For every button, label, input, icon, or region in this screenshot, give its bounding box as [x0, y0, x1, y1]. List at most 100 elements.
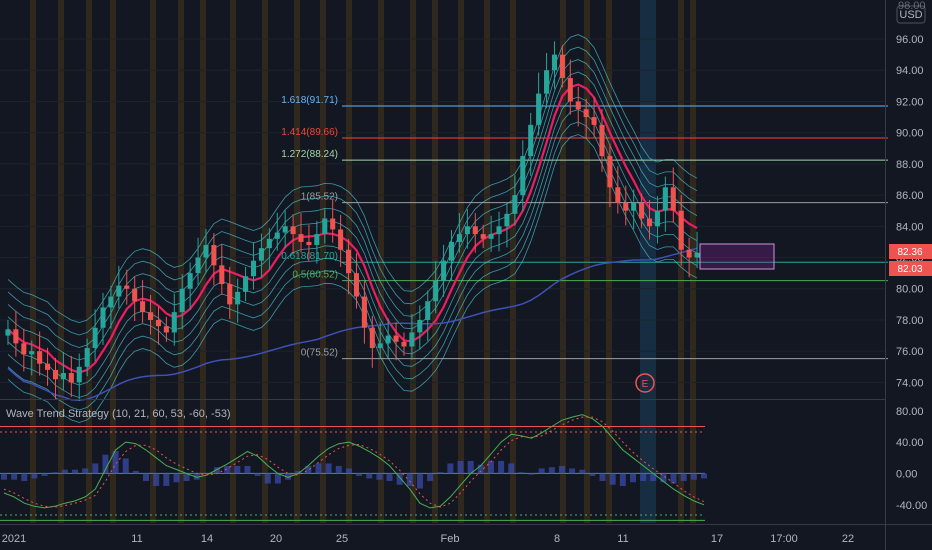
candle-body[interactable]	[282, 226, 288, 233]
candle-body[interactable]	[100, 307, 106, 328]
candle-body[interactable]	[686, 249, 692, 258]
event-marker[interactable]	[635, 373, 655, 393]
candle-body[interactable]	[147, 312, 154, 320]
osc-tick-label: 80.00	[896, 406, 924, 418]
candle-body[interactable]	[76, 366, 82, 383]
candle-body[interactable]	[353, 273, 359, 297]
candle-body[interactable]	[591, 117, 597, 125]
candle-body[interactable]	[322, 218, 328, 235]
candle-body[interactable]	[211, 245, 217, 266]
candle-body[interactable]	[52, 369, 59, 380]
osc-histogram-bar	[670, 473, 677, 484]
candle-body[interactable]	[464, 226, 470, 235]
candle-body[interactable]	[607, 156, 613, 188]
candle-body[interactable]	[250, 260, 257, 277]
candle-body[interactable]	[583, 109, 589, 118]
candle-body[interactable]	[536, 93, 542, 125]
candle-body[interactable]	[60, 373, 66, 380]
candle-body[interactable]	[37, 351, 43, 364]
candle-body[interactable]	[108, 296, 114, 308]
candle-body[interactable]	[456, 234, 462, 242]
candle-body[interactable]	[163, 326, 169, 333]
candle-body[interactable]	[417, 319, 423, 333]
candle-body[interactable]	[187, 273, 193, 289]
candle-body[interactable]	[330, 218, 336, 230]
candle-body[interactable]	[631, 202, 637, 211]
candle-body[interactable]	[124, 285, 130, 289]
candle-body[interactable]	[140, 301, 146, 313]
candle-body[interactable]	[274, 232, 280, 239]
candle-body[interactable]	[678, 210, 684, 250]
candle-body[interactable]	[195, 257, 201, 274]
candle-body[interactable]	[29, 351, 35, 355]
candle-body[interactable]	[623, 202, 629, 211]
candle-body[interactable]	[132, 288, 138, 302]
candle-body[interactable]	[496, 226, 502, 235]
candle-body[interactable]	[472, 226, 478, 235]
candle-body[interactable]	[520, 156, 526, 196]
osc-histogram-bar	[325, 463, 332, 474]
candle-body[interactable]	[203, 245, 209, 258]
candle-body[interactable]	[401, 341, 407, 347]
candle-body[interactable]	[512, 195, 518, 214]
candle-body[interactable]	[171, 312, 177, 333]
candle-body[interactable]	[639, 202, 645, 219]
candle-body[interactable]	[488, 234, 494, 239]
candle-body[interactable]	[338, 229, 344, 250]
candle-body[interactable]	[290, 226, 296, 235]
candle-body[interactable]	[21, 343, 27, 355]
candle-body[interactable]	[551, 54, 558, 71]
candle-body[interactable]	[654, 210, 660, 227]
candle-body[interactable]	[599, 124, 605, 157]
candle-body[interactable]	[116, 285, 122, 297]
candle-body[interactable]	[480, 234, 486, 239]
candle-body[interactable]	[155, 319, 161, 327]
candle-body[interactable]	[314, 234, 320, 246]
candle-body[interactable]	[670, 187, 676, 211]
osc-histogram-bar	[92, 463, 99, 474]
candle-body[interactable]	[84, 348, 90, 367]
candle-body[interactable]	[227, 284, 233, 305]
candle-body[interactable]	[5, 329, 11, 336]
candle-body[interactable]	[361, 296, 367, 328]
candle-body[interactable]	[13, 329, 19, 344]
candle-body[interactable]	[528, 124, 534, 157]
candle-body[interactable]	[377, 343, 383, 349]
candle-body[interactable]	[68, 373, 74, 383]
ma-slow-line	[7, 247, 698, 402]
osc-histogram-bar	[21, 473, 28, 481]
currency-badge[interactable]: USD	[896, 5, 926, 24]
candles[interactable]	[5, 41, 700, 401]
candle-body[interactable]	[662, 187, 668, 211]
candle-body[interactable]	[243, 276, 249, 292]
candle-body[interactable]	[425, 301, 431, 320]
candle-body[interactable]	[258, 248, 264, 261]
candle-body[interactable]	[448, 241, 455, 261]
candle-body[interactable]	[393, 335, 399, 342]
candle-body[interactable]	[219, 265, 225, 285]
candle-body[interactable]	[559, 54, 565, 79]
candle-body[interactable]	[346, 249, 352, 274]
candle-body[interactable]	[409, 332, 415, 347]
candle-body[interactable]	[235, 291, 241, 305]
candle-body[interactable]	[544, 70, 550, 94]
candle-body[interactable]	[694, 252, 700, 258]
candle-body[interactable]	[369, 327, 375, 349]
indicator-label[interactable]: Wave Trend Strategy (10, 21, 60, 53, -60…	[6, 408, 231, 420]
candle-body[interactable]	[179, 288, 185, 313]
candle-body[interactable]	[441, 260, 447, 281]
candle-body[interactable]	[298, 234, 304, 242]
candle-body[interactable]	[306, 241, 312, 246]
candle-body[interactable]	[504, 213, 510, 227]
candle-body[interactable]	[567, 78, 573, 102]
candle-body[interactable]	[433, 280, 439, 302]
candle-body[interactable]	[266, 238, 272, 249]
candle-body[interactable]	[45, 363, 51, 370]
osc-histogram-bar	[153, 473, 160, 486]
candle-body[interactable]	[575, 101, 581, 110]
candle-body[interactable]	[92, 327, 98, 349]
candle-body[interactable]	[615, 187, 621, 203]
candle-body[interactable]	[385, 335, 391, 344]
candle-body[interactable]	[646, 218, 653, 227]
